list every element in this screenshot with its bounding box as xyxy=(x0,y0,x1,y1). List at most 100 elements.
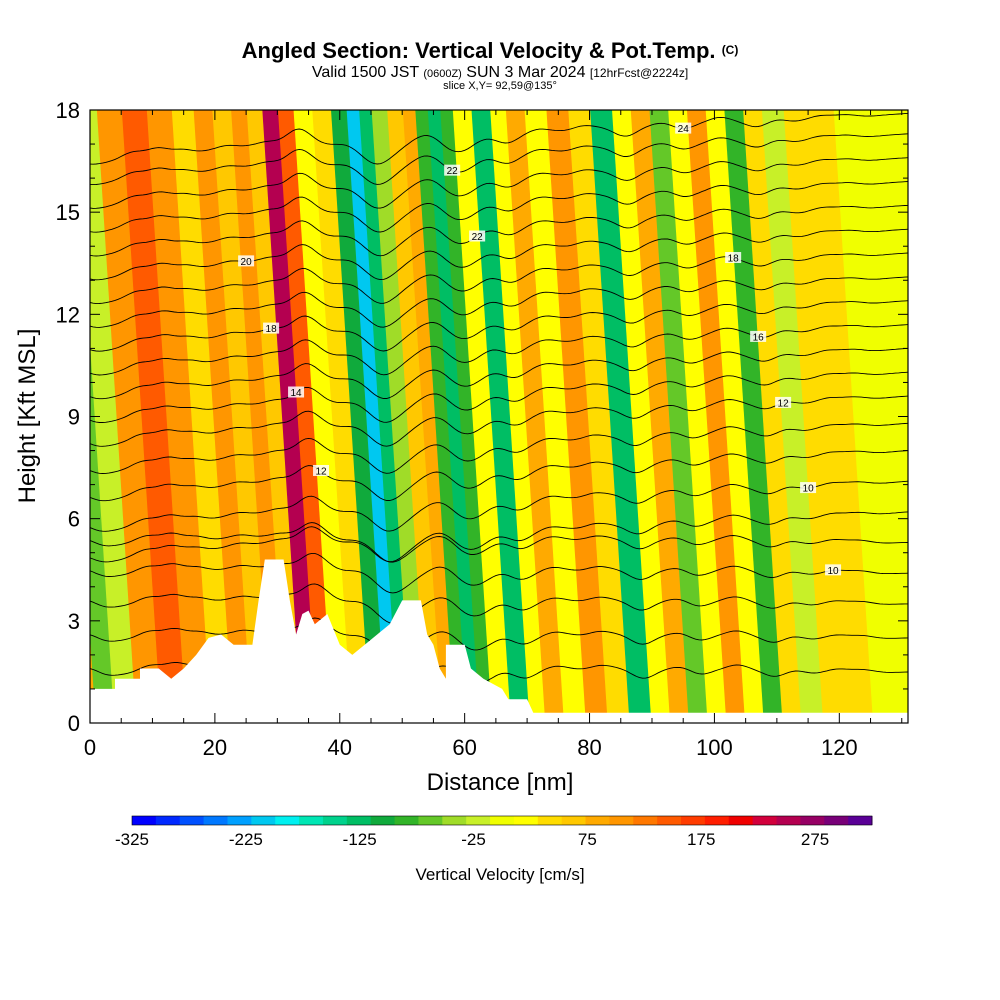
y-tick-label: 18 xyxy=(56,98,80,123)
contour-label: 18 xyxy=(725,252,742,265)
contour-label-text: 10 xyxy=(803,484,815,495)
contour-label-text: 22 xyxy=(472,232,484,243)
velocity-band xyxy=(808,110,881,723)
contour-label-text: 18 xyxy=(266,324,278,335)
y-tick-label: 9 xyxy=(68,405,80,430)
colorbar-swatch xyxy=(370,816,396,825)
velocity-band xyxy=(96,110,169,723)
theta-contour xyxy=(90,347,908,400)
y-tick-label: 12 xyxy=(56,302,80,327)
colorbar-swatch xyxy=(179,816,205,825)
x-tick-label: 20 xyxy=(203,735,227,760)
contour-label: 22 xyxy=(444,164,461,177)
colorbar-swatch xyxy=(728,816,754,825)
colorbar-tick-label: -225 xyxy=(229,830,263,849)
colorbar-swatch xyxy=(824,816,849,825)
colorbar-swatch xyxy=(657,816,682,825)
colorbar-label: Vertical Velocity [cm/s] xyxy=(415,865,584,884)
colorbar-tick-label: 75 xyxy=(578,830,597,849)
terrain-mask xyxy=(90,559,908,723)
colorbar: -325 -225 -125 -25 75 175 275 xyxy=(115,815,873,849)
contour-label: 10 xyxy=(825,564,842,577)
colorbar-swatch xyxy=(466,816,491,825)
slice-subtitle: slice X,Y= 92,59@135° xyxy=(443,80,557,92)
contour-label: 12 xyxy=(313,464,330,477)
colorbar-swatch xyxy=(848,816,873,825)
colorbar-swatch xyxy=(537,816,563,825)
colorbar-tick-label: 175 xyxy=(687,830,715,849)
colorbar-swatch xyxy=(299,816,324,825)
contour-labels: 10 10 12 12 14 16 18 18 20 22 22 24 xyxy=(238,122,842,577)
colorbar-swatch xyxy=(609,816,634,825)
colorbar-tick-label: -125 xyxy=(343,830,377,849)
contour-label-bg xyxy=(263,322,280,334)
contour-label-bg xyxy=(775,396,792,408)
theta-contour xyxy=(90,276,908,328)
colorbar-swatch xyxy=(704,816,730,825)
y-tick-label: 15 xyxy=(56,200,80,225)
colorbar-swatch xyxy=(418,816,443,825)
colorbar-swatch xyxy=(251,816,276,825)
contour-label-text: 24 xyxy=(678,124,690,135)
colorbar-swatch xyxy=(633,816,658,825)
theta-contour xyxy=(90,252,908,305)
colorbar-tick-label: 275 xyxy=(801,830,829,849)
y-axis-label: Height [Kft MSL] xyxy=(14,329,41,504)
y-tick-label: 0 xyxy=(68,711,80,736)
x-tick-label: 80 xyxy=(577,735,601,760)
velocity-band xyxy=(855,110,908,723)
colorbar-tick-label: -325 xyxy=(115,830,149,849)
colorbar-frame xyxy=(131,815,873,826)
contour-label-bg xyxy=(675,122,692,134)
theta-contour xyxy=(90,522,908,563)
colorbar-swatch xyxy=(681,816,706,825)
colorbar-swatch xyxy=(155,816,181,825)
axis-ticks: 0 20 40 60 80 100 120 0 3 6 9 12 15 18 xyxy=(56,98,908,760)
valid-time-subtitle: Valid 1500 JST (0600Z) SUN 3 Mar 2024 [1… xyxy=(312,64,688,81)
contour-label: 12 xyxy=(775,396,792,409)
colorbar-swatch xyxy=(322,816,348,825)
theta-contour xyxy=(90,324,908,376)
contour-label: 22 xyxy=(469,230,486,243)
colorbar-swatch xyxy=(752,816,778,825)
velocity-band xyxy=(121,110,194,723)
terrain-shape xyxy=(90,559,908,723)
contour-label-bg xyxy=(725,252,742,264)
colorbar-swatch xyxy=(394,816,419,825)
colorbar-swatch xyxy=(513,816,539,825)
y-tick-label: 6 xyxy=(68,507,80,532)
contour-label-text: 16 xyxy=(753,332,765,343)
colorbar-tick-label: -25 xyxy=(461,830,486,849)
colorbar-swatch xyxy=(561,816,587,825)
chart-title: Angled Section: Vertical Velocity & Pot.… xyxy=(242,38,739,63)
theta-contour xyxy=(90,300,908,352)
potential-temperature-contours xyxy=(90,112,908,693)
x-tick-label: 100 xyxy=(696,735,733,760)
theta-contour xyxy=(90,480,908,532)
contour-label-text: 12 xyxy=(315,466,327,477)
colorbar-swatch xyxy=(132,816,157,825)
theta-contour xyxy=(90,511,908,563)
colorbar-swatch xyxy=(490,816,515,825)
contour-label: 20 xyxy=(238,255,255,268)
contour-label: 18 xyxy=(263,322,280,335)
contour-label: 16 xyxy=(750,330,767,343)
theta-contour xyxy=(90,552,908,594)
contour-label-text: 12 xyxy=(778,398,790,409)
velocity-field xyxy=(90,110,908,723)
x-tick-label: 0 xyxy=(84,735,96,760)
x-tick-label: 60 xyxy=(452,735,476,760)
colorbar-swatch xyxy=(275,816,300,825)
theta-contour xyxy=(90,204,908,257)
contour-label-text: 10 xyxy=(828,566,840,577)
colorbar-swatch xyxy=(203,816,228,825)
x-tick-label: 120 xyxy=(821,735,858,760)
contour-label-bg xyxy=(800,482,817,494)
contour-label-bg xyxy=(238,255,255,267)
x-tick-label: 40 xyxy=(328,735,352,760)
theta-contour xyxy=(90,112,908,165)
theta-contour xyxy=(90,371,908,423)
theta-contour xyxy=(90,228,908,281)
contour-label-text: 14 xyxy=(290,388,302,399)
contour-label-bg xyxy=(313,464,330,476)
